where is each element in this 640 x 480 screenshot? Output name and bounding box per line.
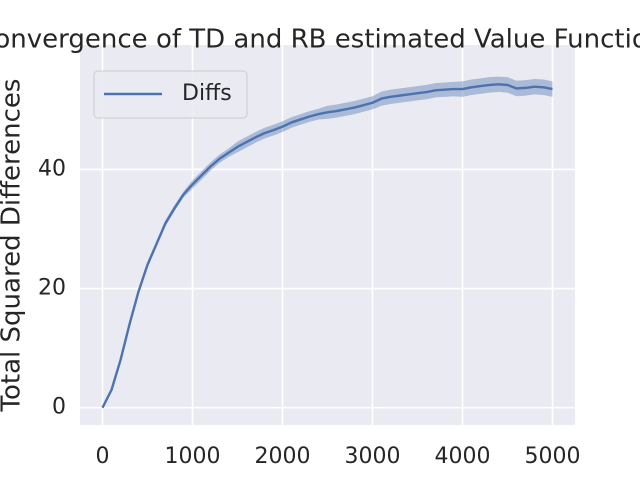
x-tick-label: 4000: [435, 444, 491, 469]
legend-box: [93, 70, 248, 119]
x-tick-label: 0: [96, 444, 110, 469]
legend: Diffs: [93, 70, 248, 119]
x-tick-label: 3000: [345, 444, 401, 469]
confidence-band: [102, 76, 553, 409]
marks: [101, 76, 553, 409]
chart-title: Convergence of TD and RB estimated Value…: [0, 25, 640, 55]
line: [101, 83, 553, 409]
x-axis-label: Episodes: [269, 478, 385, 480]
labels: 0 1000 2000 3000 4000 5000 0 20 40: [38, 156, 581, 469]
y-axis-label: Total Squared Differences: [0, 79, 27, 413]
x-tick-label: 2000: [255, 444, 311, 469]
y-tick-label: 20: [38, 276, 66, 301]
x-tick-label: 5000: [525, 444, 581, 469]
y-tick-label: 40: [38, 156, 66, 181]
y-tick-label: 0: [52, 395, 66, 420]
x-tick-label: 1000: [165, 444, 221, 469]
legend-label: Diffs: [182, 81, 232, 106]
